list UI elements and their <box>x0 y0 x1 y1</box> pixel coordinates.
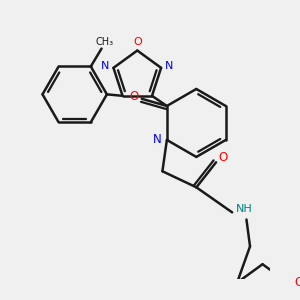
Text: O: O <box>129 90 138 103</box>
Text: N: N <box>165 61 173 71</box>
Text: NH: NH <box>236 204 253 214</box>
Text: O: O <box>294 276 300 289</box>
Text: O: O <box>219 151 228 164</box>
Text: N: N <box>153 134 161 146</box>
Text: O: O <box>133 38 142 47</box>
Text: N: N <box>101 61 110 71</box>
Text: CH₃: CH₃ <box>95 37 113 47</box>
